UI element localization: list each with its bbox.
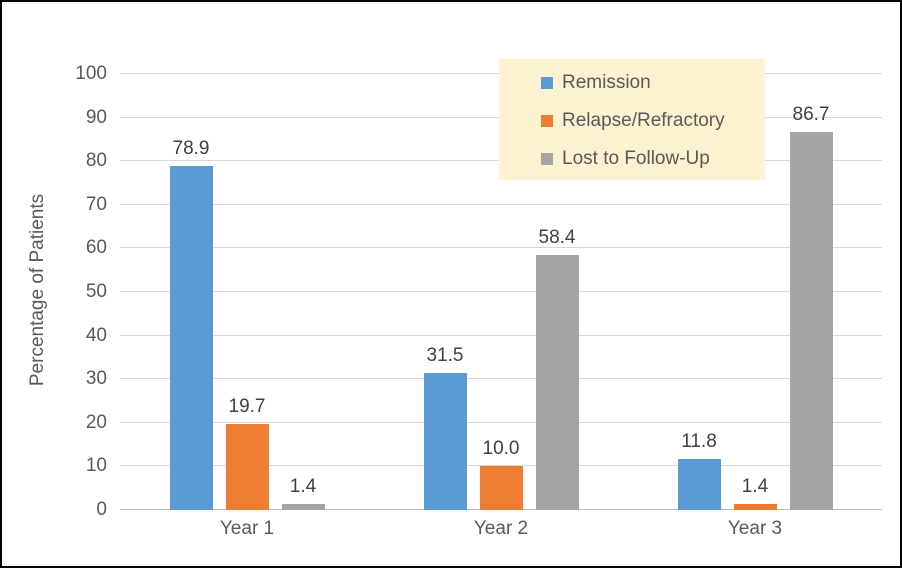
gridline-20 [120,421,882,423]
bar-value-label: 31.5 [426,344,464,366]
bar-lost-to-follow-up-year-2 [535,255,579,510]
bar-wrap: 11.8 [677,431,721,510]
bar-value-label: 11.8 [681,430,717,452]
bar-wrap: 31.5 [423,345,467,510]
bar-value-label: 1.4 [289,475,317,497]
bar-remission-year-1 [169,166,213,510]
bar-relapse-refractory-year-3 [733,503,777,510]
y-tick-label-80: 80 [85,150,107,172]
y-tick-label-70: 70 [85,193,107,215]
y-tick-label-40: 40 [85,324,107,346]
bar-wrap: 1.4 [281,476,325,510]
bar-remission-year-3 [677,458,721,510]
legend-item-remission: Remission [499,64,765,102]
y-tick-label-60: 60 [85,237,107,259]
bar-value-label: 1.4 [741,475,769,497]
bar-value-label: 58.4 [538,227,576,249]
bar-value-label: 78.9 [172,138,210,159]
y-tick-label-50: 50 [85,281,107,302]
legend-label: Lost to Follow-Up [562,148,710,169]
bar-remission-year-2 [423,372,467,510]
gridline-40 [120,334,882,336]
legend-swatch-icon [541,115,553,127]
legend-label: Relapse/Refractory [562,110,725,131]
bar-group-year-1: 78.9 19.7 1.4 [120,74,374,510]
x-axis-label-year-1: Year 1 [219,518,275,539]
bar-wrap: 1.4 [733,476,777,510]
gridline-30 [120,378,882,380]
bar-wrap: 10.0 [479,438,523,510]
y-tick-label-0: 0 [96,499,107,520]
legend-item-relapse-refractory: Relapse/Refractory [499,102,765,140]
bar-lost-to-follow-up-year-1 [281,503,325,510]
y-tick-label-10: 10 [85,455,107,477]
x-axis-label-year-3: Year 3 [727,518,783,539]
gridline-50 [120,291,882,292]
y-tick-label-30: 30 [85,368,107,390]
bar-wrap: 86.7 [789,104,833,510]
bar-value-label: 86.7 [792,104,830,125]
plot-area: 78.9 19.7 1.4 31.5 10.0 58.4 11.8 1.4 86.7 [120,73,882,510]
bar-wrap: 19.7 [225,396,269,510]
y-tick-label-20: 20 [85,411,107,433]
gridline-10 [120,465,882,467]
bar-wrap: 58.4 [535,227,579,510]
bar-group-year-2: 31.5 10.0 58.4 [374,74,628,510]
bar-relapse-refractory-year-1 [225,424,269,510]
bar-lost-to-follow-up-year-3 [789,132,833,510]
bar-group-year-3: 11.8 1.4 86.7 [628,74,882,510]
legend-swatch-icon [541,153,553,165]
y-tick-label-100: 100 [75,63,107,84]
bar-relapse-refractory-year-2 [479,466,523,510]
gridline-60 [120,247,882,249]
bar-value-label: 10.0 [482,438,520,460]
legend: Remission Relapse/Refractory Lost to Follo… [499,59,765,180]
legend-label: Remission [562,72,651,93]
bar-wrap: 78.9 [169,138,213,510]
bar-value-label: 19.7 [228,396,266,418]
legend-item-lost-to-follow-up: Lost to Follow-Up [499,140,765,178]
x-axis-label-year-2: Year 2 [473,518,529,539]
legend-swatch-icon [541,77,553,89]
y-tick-label-90: 90 [85,106,107,128]
gridline-70 [120,203,882,205]
